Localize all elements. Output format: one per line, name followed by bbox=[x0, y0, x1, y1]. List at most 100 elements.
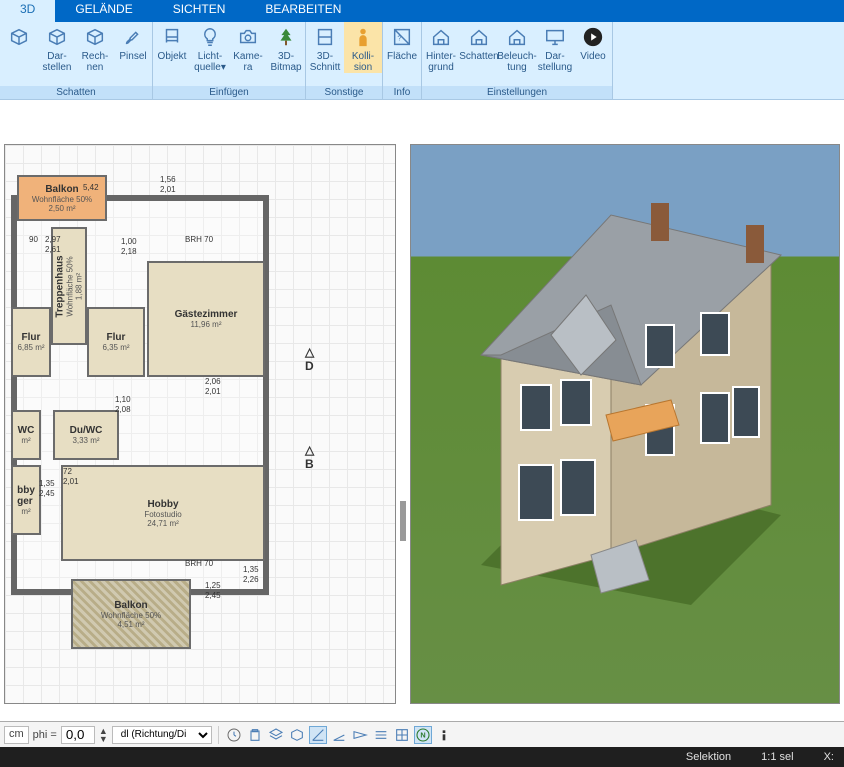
play-icon bbox=[581, 25, 605, 49]
ribbon-button-label: Fläche bbox=[387, 51, 417, 62]
snap-select[interactable]: dl (Richtung/Di bbox=[112, 726, 212, 744]
ribbon-group-schatten: Dar- stellen Rech- nenPinsel Schatten bbox=[0, 22, 153, 99]
grid-icon[interactable] bbox=[393, 726, 411, 744]
cube-calc-icon bbox=[83, 25, 107, 49]
unit-field[interactable]: cm bbox=[4, 726, 29, 744]
dimension-label: 1,10 bbox=[115, 395, 131, 404]
darstellung-button[interactable]: Dar- stellung bbox=[536, 22, 574, 73]
ribbon-button-label: Dar- stellung bbox=[538, 51, 572, 73]
snap30-icon[interactable] bbox=[330, 726, 348, 744]
monitor-icon bbox=[543, 25, 567, 49]
3d-bitmap-button[interactable]: 3D- Bitmap bbox=[267, 22, 305, 73]
clipboard-icon[interactable] bbox=[246, 726, 264, 744]
room-sub1: Wohnfläche 50% bbox=[101, 611, 161, 620]
floorplan-pane[interactable]: BalkonWohnfläche 50%2,50 m²TreppenhausWo… bbox=[4, 144, 396, 704]
cube-small-icon bbox=[7, 25, 31, 49]
video-button[interactable]: Video bbox=[574, 22, 612, 73]
darstellen-button[interactable]: Dar- stellen bbox=[38, 22, 76, 73]
ribbon-button-label: Kame- ra bbox=[233, 51, 262, 73]
ribbon-group-sonstige: 3D- SchnittKolli- sionSonstige bbox=[306, 22, 383, 99]
rechnen-button[interactable]: Rech- nen bbox=[76, 22, 114, 73]
camera-icon bbox=[236, 25, 260, 49]
workspace: BalkonWohnfläche 50%2,50 m²TreppenhausWo… bbox=[0, 100, 844, 721]
room-title: Balkon bbox=[45, 184, 78, 195]
plane-icon[interactable] bbox=[351, 726, 369, 744]
room-title: Balkon bbox=[114, 600, 147, 611]
dimension-label: 1,00 bbox=[121, 237, 137, 246]
layers-icon[interactable] bbox=[267, 726, 285, 744]
ribbon-group-label: Info bbox=[383, 86, 421, 99]
section-marker-D: △D bbox=[305, 345, 314, 373]
dimension-label: 2,01 bbox=[160, 185, 176, 194]
phi-label: phi = bbox=[33, 729, 57, 741]
objekt-button[interactable]: Objekt bbox=[153, 22, 191, 73]
stack-icon[interactable] bbox=[372, 726, 390, 744]
dimension-label: 2,45 bbox=[205, 591, 221, 600]
cube-icon bbox=[45, 25, 69, 49]
ribbon-group-label: Schatten bbox=[0, 86, 152, 99]
ribbon-button-label: Video bbox=[580, 51, 605, 62]
ribbon-button-label: Schatten bbox=[459, 51, 498, 62]
dimension-label: 2,08 bbox=[115, 405, 131, 414]
outer-walls bbox=[11, 195, 269, 595]
schatten-button[interactable]: Schatten bbox=[460, 22, 498, 73]
pane-splitter[interactable] bbox=[400, 501, 406, 541]
ribbon-button-label: Hinter- grund bbox=[426, 51, 456, 73]
house-model bbox=[461, 185, 791, 615]
phi-input[interactable] bbox=[61, 726, 95, 744]
ribbon-group-info: ? Fläche Info bbox=[383, 22, 422, 99]
north-icon[interactable]: N bbox=[414, 726, 432, 744]
status-bar: Selektion 1:1 sel X: bbox=[0, 747, 844, 767]
area-icon: ? bbox=[390, 25, 414, 49]
ribbon-button-label: Rech- nen bbox=[82, 51, 109, 73]
house-light-icon bbox=[505, 25, 529, 49]
ribbon: Dar- stellen Rech- nenPinsel Schatten Objek… bbox=[0, 22, 844, 100]
tab-3d[interactable]: 3D bbox=[0, 0, 55, 22]
-icon-button[interactable] bbox=[0, 22, 38, 73]
flaeche-button[interactable]: ? Fläche bbox=[383, 22, 421, 62]
cube3-icon[interactable] bbox=[288, 726, 306, 744]
dimension-label: 2,01 bbox=[205, 387, 221, 396]
brush-icon bbox=[121, 25, 145, 49]
pinsel-button[interactable]: Pinsel bbox=[114, 22, 152, 73]
bottom-toolbar: cm phi = ▲ ▼ dl (Richtung/Di N bbox=[0, 721, 844, 747]
ribbon-button-label: Beleuch- tung bbox=[497, 51, 536, 73]
dimension-label: 2,45 bbox=[39, 489, 55, 498]
tab-sichten[interactable]: SICHTEN bbox=[153, 0, 246, 22]
main-tabbar: 3DGELÄNDESICHTENBEARBEITEN bbox=[0, 0, 844, 22]
section-icon bbox=[313, 25, 337, 49]
kollision-button[interactable]: Kolli- sion bbox=[344, 22, 382, 73]
dimension-label: 1,25 bbox=[205, 581, 221, 590]
lichtquelle-button[interactable]: Licht- quelle▾ bbox=[191, 22, 229, 73]
house-shadow-icon bbox=[467, 25, 491, 49]
dimension-label: BRH 70 bbox=[185, 235, 213, 244]
ribbon-group-einfügen: ObjektLicht- quelle▾Kame- ra3D- BitmapEi… bbox=[153, 22, 306, 99]
info-icon[interactable] bbox=[435, 726, 453, 744]
ribbon-button-label: 3D- Schnitt bbox=[310, 51, 341, 73]
dimension-label: 72 bbox=[63, 467, 72, 476]
beleuchtung-button[interactable]: Beleuch- tung bbox=[498, 22, 536, 73]
kamera-button[interactable]: Kame- ra bbox=[229, 22, 267, 73]
phi-step-down[interactable]: ▼ bbox=[99, 735, 108, 743]
3d-schnitt-button[interactable]: 3D- Schnitt bbox=[306, 22, 344, 73]
3d-view-pane[interactable] bbox=[410, 144, 840, 704]
ribbon-button-label: 3D- Bitmap bbox=[270, 51, 301, 73]
dimension-label: BRH 70 bbox=[185, 559, 213, 568]
house-bg-icon bbox=[429, 25, 453, 49]
hintergrund-button[interactable]: Hinter- grund bbox=[422, 22, 460, 73]
tab-bearbeiten[interactable]: BEARBEITEN bbox=[245, 0, 361, 22]
dimension-label: 1,56 bbox=[160, 175, 176, 184]
ribbon-button-label: Kolli- sion bbox=[352, 51, 374, 73]
tree-icon bbox=[274, 25, 298, 49]
3d-viewport[interactable] bbox=[411, 145, 839, 703]
ribbon-button-label: Objekt bbox=[158, 51, 187, 62]
tab-gelände[interactable]: GELÄNDE bbox=[55, 0, 152, 22]
ribbon-group-label: Einstellungen bbox=[422, 86, 612, 99]
ribbon-button-label: Dar- stellen bbox=[43, 51, 72, 73]
dimension-label: 2,26 bbox=[243, 575, 259, 584]
clock-icon[interactable] bbox=[225, 726, 243, 744]
dimension-label: 2,61 bbox=[45, 245, 61, 254]
floorplan-canvas[interactable]: BalkonWohnfläche 50%2,50 m²TreppenhausWo… bbox=[5, 145, 395, 703]
room-sub2: 4,51 m² bbox=[117, 620, 144, 629]
snap45-icon[interactable] bbox=[309, 726, 327, 744]
